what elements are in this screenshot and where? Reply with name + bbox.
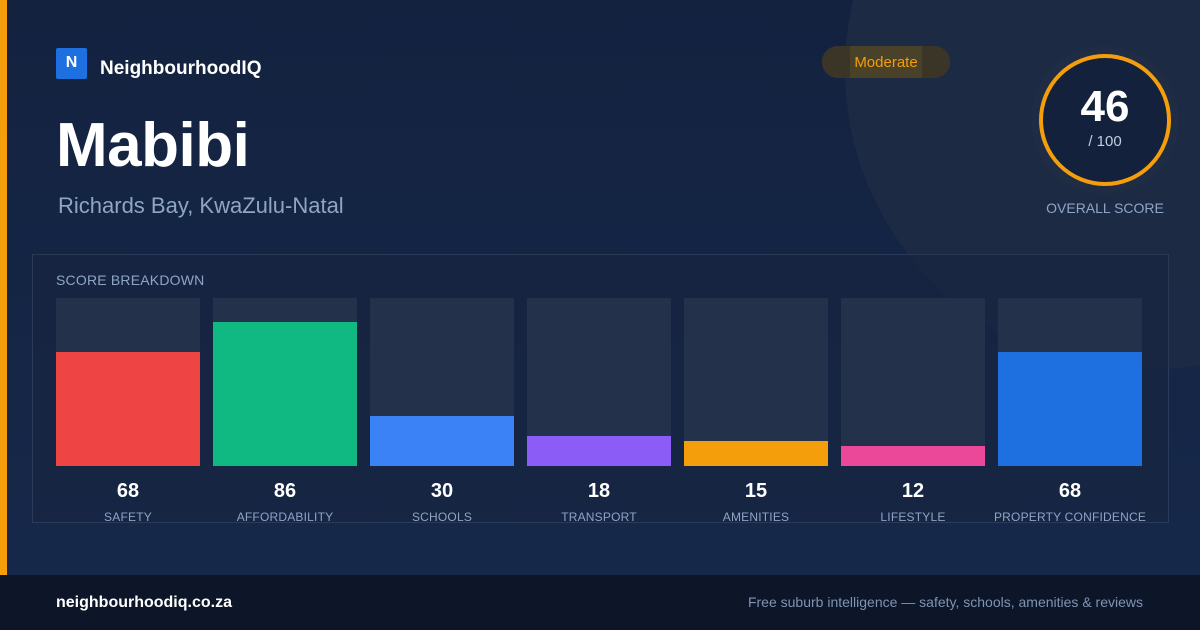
bar-label: TRANSPORT [561, 510, 637, 524]
bar-label: AMENITIES [722, 510, 790, 524]
bar-value: 30 [430, 480, 454, 502]
overall-score-gauge: 46 / 100 [1029, 44, 1181, 196]
bar-value: 86 [273, 480, 297, 502]
breakdown-item: 30 SCHOOLS [370, 298, 514, 524]
footer-tagline: Free suburb intelligence — safety, schoo… [747, 594, 1143, 610]
breakdown-item: 18 TRANSPORT [527, 298, 671, 524]
bar-track [841, 298, 985, 466]
bar-fill [527, 436, 671, 466]
brand-name: NeighbourhoodIQ [100, 58, 262, 79]
bar-track [213, 298, 357, 466]
bar-value: 15 [744, 480, 768, 502]
score-breakdown-panel: SCORE BREAKDOWN 68 SAFETY 86 AFFORDABILITY 3… [32, 254, 1169, 524]
rating-badge: Moderate [822, 46, 950, 78]
bar-value: 18 [587, 480, 611, 502]
bar-label: SAFETY [104, 510, 152, 524]
brand[interactable]: N NeighbourhoodIQ [56, 46, 261, 80]
bar-fill [370, 416, 514, 466]
bar-track [56, 298, 200, 466]
bar-track [684, 298, 828, 466]
breakdown-item: 15 AMENITIES [684, 298, 828, 524]
bar-fill [213, 322, 357, 466]
share-card: N NeighbourhoodIQ Mabibi Richards Bay, K… [0, 0, 1200, 575]
bar-track [527, 298, 671, 466]
bar-value: 68 [1058, 480, 1082, 502]
footer: neighbourhoodiq.co.za Free suburb intell… [0, 575, 1200, 630]
overall-score-caption: OVERALL SCORE [1046, 200, 1164, 216]
bar-label: SCHOOLS [411, 510, 473, 524]
bar-fill [841, 446, 985, 466]
badge-right-cap [922, 46, 950, 78]
gauge-score-ring [1039, 54, 1171, 186]
brand-logo-icon: N [56, 47, 87, 79]
overall-score-max: / 100 [1088, 133, 1122, 150]
breakdown-bars: 68 SAFETY 86 AFFORDABILITY 30 SCHOOLS 18 TRANSP… [56, 298, 1146, 524]
breakdown-item: 86 AFFORDABILITY [213, 298, 357, 524]
suburb-title: Mabibi [56, 111, 250, 180]
bar-value: 68 [116, 480, 140, 502]
breakdown-title: SCORE BREAKDOWN [56, 272, 205, 288]
footer-domain-link[interactable]: neighbourhoodiq.co.za [56, 594, 232, 611]
bar-track [998, 298, 1142, 466]
bar-label: LIFESTYLE [880, 510, 946, 524]
bar-value: 12 [901, 480, 925, 502]
overall-score-value: 46 [1080, 82, 1130, 131]
bar-fill [684, 441, 828, 466]
suburb-location: Richards Bay, KwaZulu-Natal [58, 193, 344, 218]
bar-label: AFFORDABILITY [236, 510, 334, 524]
badge-left-cap [822, 46, 850, 78]
breakdown-item: 68 SAFETY [56, 298, 200, 524]
gauge-ring [1031, 46, 1179, 194]
bar-track [370, 298, 514, 466]
accent-bar [0, 0, 7, 575]
bar-label: PROPERTY CONFIDENCE [993, 510, 1147, 524]
breakdown-item: 12 LIFESTYLE [841, 298, 985, 524]
bar-fill [56, 352, 200, 466]
bar-fill [998, 352, 1142, 466]
breakdown-item: 68 PROPERTY CONFIDENCE [994, 298, 1146, 524]
rating-badge-label: Moderate [854, 53, 918, 71]
